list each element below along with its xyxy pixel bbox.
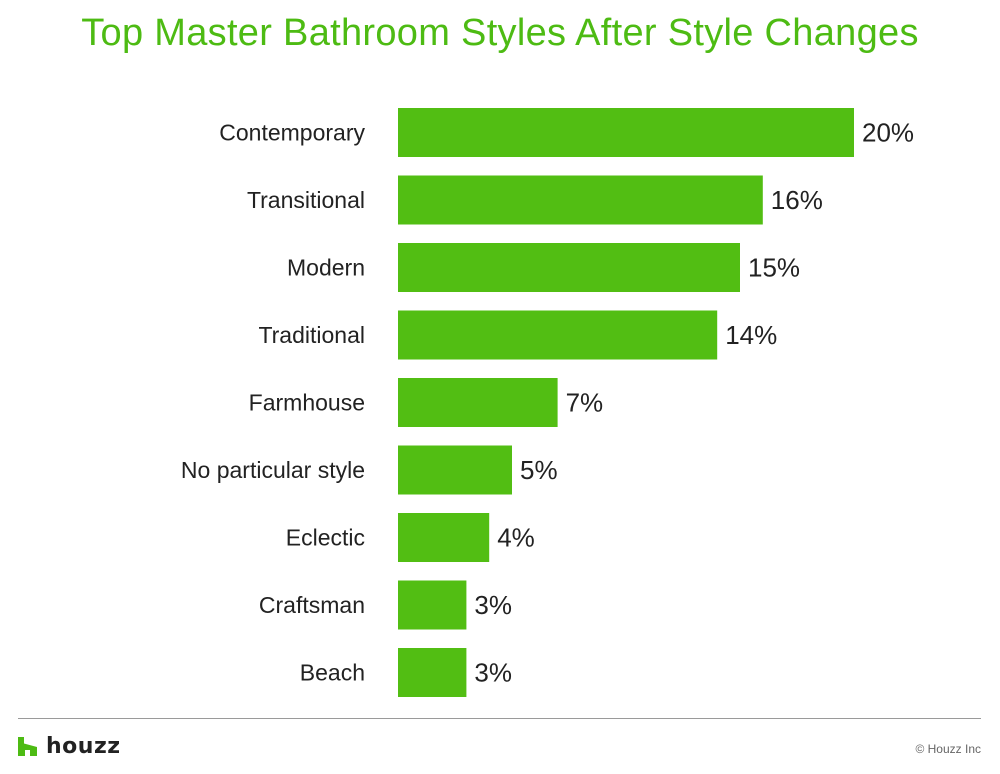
bar xyxy=(398,513,490,562)
bar xyxy=(398,108,854,157)
value-label: 3% xyxy=(474,658,512,688)
copyright-text: © Houzz Inc xyxy=(915,742,981,756)
category-label: Transitional xyxy=(247,187,365,213)
bar xyxy=(398,243,740,292)
value-label: 5% xyxy=(520,455,558,485)
bar xyxy=(398,445,512,495)
value-label: 14% xyxy=(725,320,777,350)
category-label: Craftsman xyxy=(259,592,365,618)
bar xyxy=(398,310,718,360)
footer-divider xyxy=(18,718,981,719)
bar xyxy=(398,175,763,225)
houzz-logo: houzz xyxy=(18,733,121,759)
category-label: Beach xyxy=(300,660,365,686)
value-label: 7% xyxy=(566,388,604,418)
bar xyxy=(398,580,467,630)
value-label: 16% xyxy=(771,185,823,215)
bar xyxy=(398,648,467,697)
logo-text: houzz xyxy=(46,733,121,759)
category-label: Eclectic xyxy=(286,525,365,551)
category-label: Traditional xyxy=(258,322,365,348)
chart-title: Top Master Bathroom Styles After Style C… xyxy=(81,12,919,54)
houzz-h-icon xyxy=(18,736,37,756)
value-label: 15% xyxy=(748,253,800,283)
category-label: No particular style xyxy=(181,457,365,483)
value-label: 3% xyxy=(474,590,512,620)
value-label: 4% xyxy=(497,523,535,553)
category-label: Farmhouse xyxy=(249,390,365,416)
value-label: 20% xyxy=(862,118,914,148)
category-label: Contemporary xyxy=(219,120,365,146)
category-label: Modern xyxy=(287,255,365,281)
bar xyxy=(398,378,558,427)
